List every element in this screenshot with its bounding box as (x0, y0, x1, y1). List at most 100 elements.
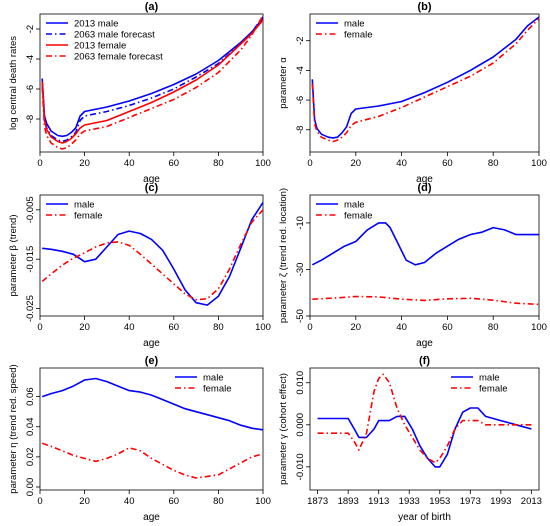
legend-label: 2013 female (74, 41, 126, 52)
x-tick-label: 60 (442, 322, 453, 333)
x-tick-label: 1933 (399, 496, 420, 507)
y-tick-label: -10 (295, 216, 306, 230)
x-tick-label: 100 (255, 158, 271, 169)
series-line-male (317, 407, 532, 468)
y-tick-label: -0.025 (25, 295, 36, 322)
y-tick-label: -6 (25, 85, 36, 93)
x-axis-label: age (416, 338, 433, 349)
panel-title: (e) (145, 355, 159, 367)
series-line-2063-female-forecast (41, 15, 263, 150)
y-axis-label: log central death rates (8, 36, 19, 130)
x-tick-label: 20 (351, 158, 362, 169)
x-tick-label: 100 (531, 158, 547, 169)
x-axis-label: age (143, 512, 160, 523)
x-tick-label: 80 (488, 322, 499, 333)
series-line-female (312, 295, 539, 306)
panel-title: (b) (417, 1, 431, 13)
legend-label: 2063 female forecast (74, 52, 163, 63)
y-tick-label: -2 (25, 25, 36, 33)
x-tick-label: 1913 (368, 496, 389, 507)
y-tick-label: -0.005 (25, 196, 36, 223)
y-tick-label: -8 (295, 126, 306, 134)
x-tick-label: 80 (213, 496, 224, 507)
x-tick-label: 2013 (521, 496, 542, 507)
x-tick-label: 0 (307, 322, 312, 333)
panel-title: (d) (417, 182, 431, 194)
x-tick-label: 40 (124, 322, 135, 333)
y-axis-label: parameter α (278, 57, 289, 109)
x-tick-label: 60 (169, 496, 180, 507)
y-tick-label: -0.015 (25, 246, 36, 273)
y-tick-label: -0.010 (295, 453, 306, 480)
plot-frame (39, 194, 264, 317)
y-tick-label: 0.02 (25, 448, 36, 467)
y-axis-label: parameter γ (cohort effect) (278, 373, 289, 485)
x-tick-label: 20 (79, 496, 90, 507)
series-line-male (311, 222, 539, 266)
series-line-2063-male-forecast (41, 16, 263, 143)
x-tick-label: 80 (488, 158, 499, 169)
y-tick-label: -4 (25, 55, 36, 63)
x-tick-label: 0 (307, 158, 312, 169)
panel-e: (e) 0 20 40 60 80 100 0.00 0.02 0.04 0.06 age parame… (8, 355, 271, 523)
panel-f: (f) 1873 1893 1913 1933 1953 1973 1993 2013 -0.01… (278, 355, 542, 523)
x-tick-label: 0 (37, 158, 42, 169)
x-tick-label: 1973 (460, 496, 481, 507)
x-tick-label: 1893 (338, 496, 359, 507)
series-line-2013-male (41, 17, 263, 138)
y-tick-label: -30 (295, 263, 306, 277)
series-line-2013-female (41, 19, 263, 144)
panel-a: (a) 0 20 40 60 80 100 -8 -6 -4 -2 age log central de… (8, 1, 271, 185)
x-axis-label: age (143, 338, 160, 349)
x-axis-label: age (416, 174, 433, 185)
series-line-female (311, 17, 539, 143)
panel-d: (d) 0 20 40 60 80 100 -50 -30 -10 age parameter ζ (… (278, 182, 547, 349)
x-tick-label: 60 (442, 158, 453, 169)
panel-c: (c) 0 20 40 60 80 100 -0.025 -0.015 -0.005 age para… (8, 182, 271, 349)
x-tick-label: 0 (37, 496, 42, 507)
x-tick-label: 100 (531, 322, 547, 333)
legend-label: 2013 male (74, 19, 118, 30)
x-tick-label: 100 (255, 496, 271, 507)
x-tick-label: 1873 (307, 496, 328, 507)
y-axis-label: parameter η (trend red. speed) (8, 364, 19, 493)
legend-label: female (479, 384, 508, 395)
x-tick-label: 80 (213, 158, 224, 169)
x-tick-label: 1953 (429, 496, 450, 507)
y-tick-label: -2 (295, 36, 306, 44)
y-tick-label: 0.00 (25, 478, 36, 497)
x-tick-label: 40 (124, 496, 135, 507)
legend-label: 2063 male forecast (74, 30, 155, 41)
panel-b: (b) 0 20 40 60 80 100 -8 -6 -4 -2 age parameter α mal… (278, 1, 547, 185)
legend-label: male (344, 200, 365, 211)
legend-label: male (74, 200, 95, 211)
y-tick-label: -8 (25, 115, 36, 123)
series-line-male (41, 377, 263, 431)
x-tick-label: 40 (396, 158, 407, 169)
panel-title: (f) (419, 355, 430, 367)
legend-label: female (344, 30, 373, 41)
y-tick-label: 0.06 (25, 387, 36, 406)
x-tick-label: 60 (169, 158, 180, 169)
legend-label: male (203, 373, 224, 384)
series-line-male (311, 16, 539, 139)
legend-label: female (74, 211, 103, 222)
y-tick-label: -4 (295, 66, 306, 74)
y-tick-label: 0.000 (295, 413, 306, 437)
x-axis-label: age (143, 174, 160, 185)
x-tick-label: 20 (79, 158, 90, 169)
x-tick-label: 20 (351, 322, 362, 333)
panel-title: (a) (145, 1, 159, 13)
plot-frame (39, 13, 264, 153)
y-tick-label: -50 (295, 309, 306, 323)
series-line-female (41, 442, 263, 479)
legend-label: male (344, 19, 365, 30)
y-tick-label: -6 (295, 96, 306, 104)
legend-label: female (344, 211, 373, 222)
